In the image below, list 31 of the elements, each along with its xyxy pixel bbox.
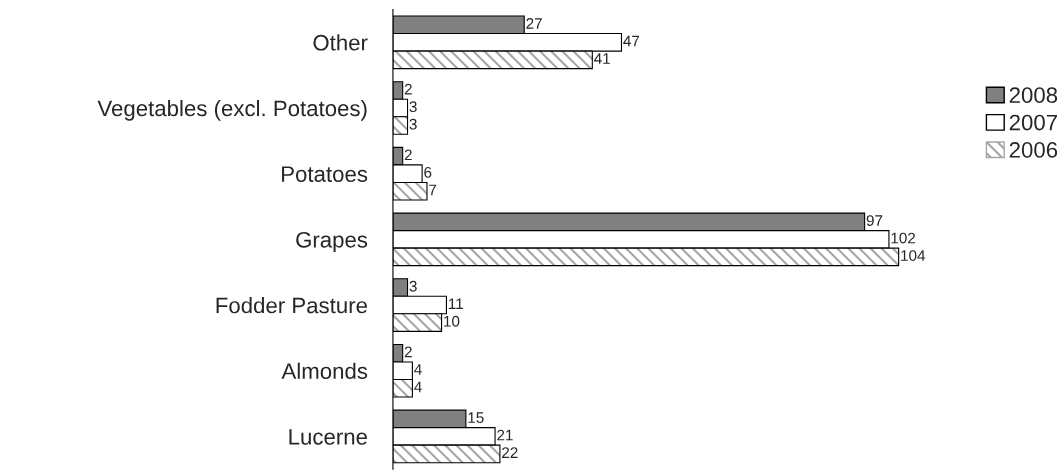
- y-tick-label: Almonds: [281, 362, 368, 380]
- data-label: 2: [404, 149, 412, 161]
- data-label: 7: [429, 184, 437, 196]
- legend-label: 2007: [1009, 114, 1057, 131]
- data-label: 27: [526, 18, 542, 29]
- data-label: 2: [404, 83, 412, 95]
- y-tick-label: Lucerne: [289, 429, 367, 445]
- data-label: 97: [866, 215, 883, 226]
- y-tick-label: Fodder Pasture: [216, 297, 367, 314]
- data-label: 22: [502, 447, 518, 458]
- y-tick-label: Grapes: [296, 231, 368, 253]
- data-label: 41: [594, 53, 610, 64]
- data-label: 21: [497, 429, 513, 441]
- y-tick-label: Potatoes: [282, 166, 368, 182]
- data-label: 15: [468, 412, 484, 423]
- data-label: 102: [891, 232, 916, 244]
- legend-label: 2008: [1009, 87, 1058, 104]
- data-label: 3: [409, 118, 417, 130]
- data-label: 47: [623, 35, 640, 47]
- data-label: 3: [409, 101, 417, 113]
- data-label: 104: [901, 250, 926, 261]
- data-label: 10: [444, 315, 460, 327]
- y-tick-label: Vegetables (excl. Potatoes): [97, 99, 367, 121]
- data-label: 4: [414, 364, 422, 375]
- data-label: 4: [414, 381, 422, 393]
- data-label: 2: [404, 346, 412, 358]
- data-label: 3: [409, 280, 417, 292]
- legend-label: 2006: [1009, 142, 1058, 158]
- data-label: 11: [448, 298, 463, 309]
- y-tick-label: Other: [313, 34, 368, 51]
- data-label: 6: [424, 166, 432, 178]
